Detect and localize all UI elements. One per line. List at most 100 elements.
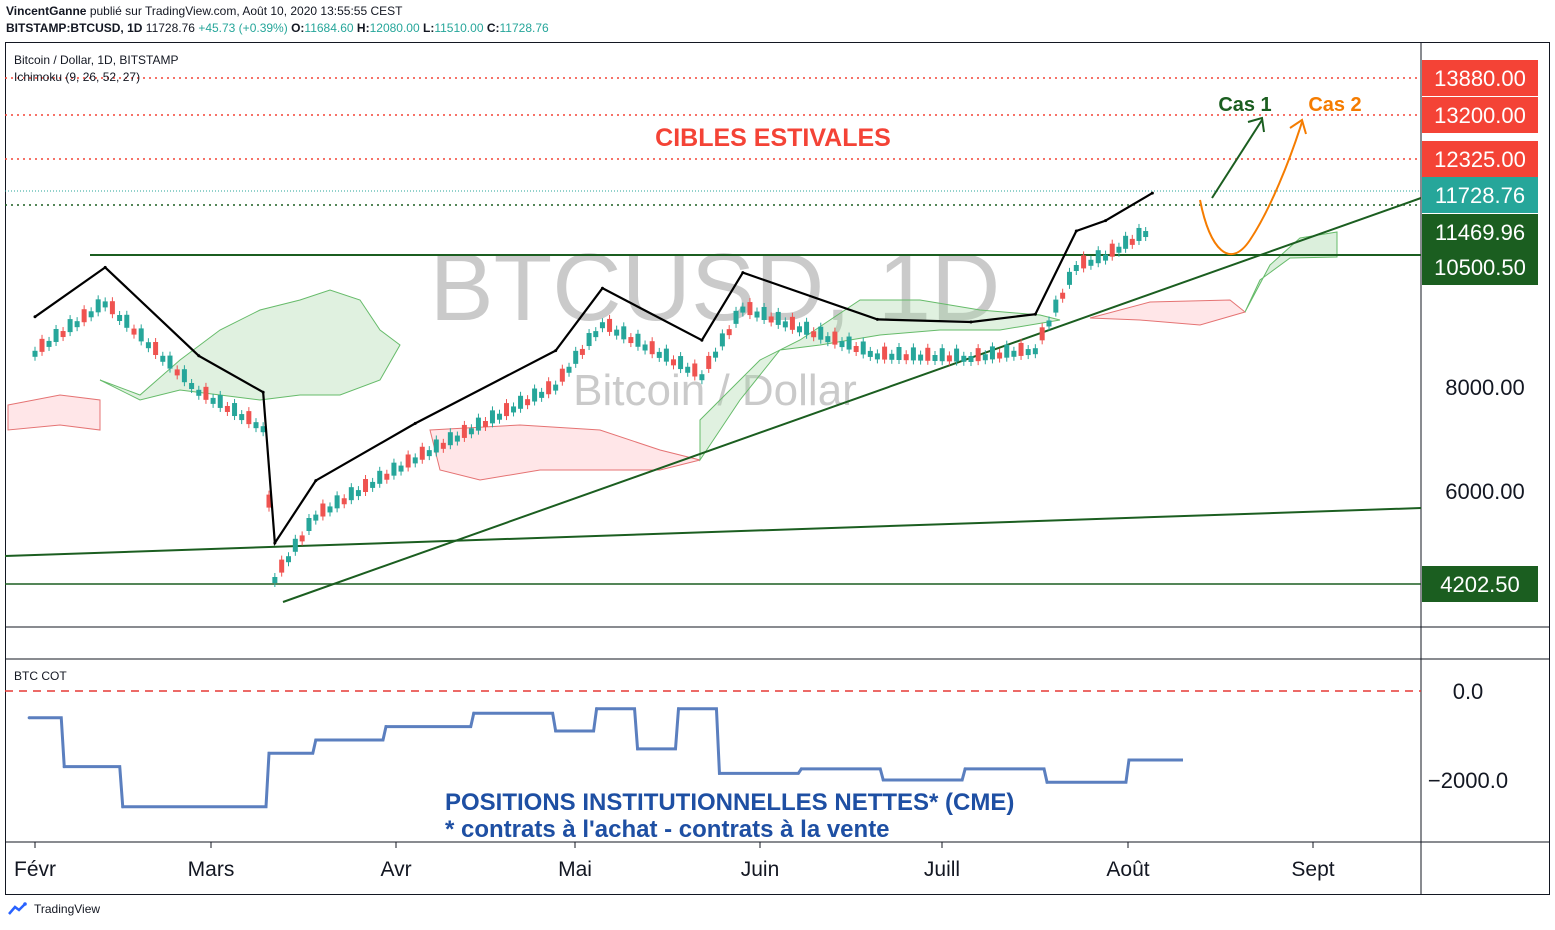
candle-body (124, 314, 130, 328)
candle-body (559, 368, 565, 382)
price-label-box[interactable] (1422, 249, 1538, 285)
candle-body (454, 435, 460, 442)
candle-body (678, 356, 684, 370)
candle-body (482, 421, 488, 427)
candle-body (939, 348, 945, 362)
candle-body (189, 383, 195, 389)
candle-body (313, 514, 319, 521)
price-label: 11728.76 (1435, 183, 1525, 208)
cot-legend[interactable]: BTC COT (14, 669, 67, 683)
price-point (413, 421, 417, 425)
candle-body (167, 355, 173, 369)
cot-point (595, 707, 599, 711)
candle-body (32, 350, 38, 357)
tradingview-logo-icon (8, 902, 27, 915)
candle-body (412, 457, 418, 464)
case2-arrow-head (1289, 118, 1307, 135)
candle-body (566, 366, 572, 373)
series-legend[interactable]: Bitcoin / Dollar, 1D, BITSTAMP (14, 53, 179, 67)
price-label-box[interactable] (1422, 97, 1538, 133)
candle-body (239, 414, 245, 421)
candle-body (102, 301, 108, 308)
candle-body (910, 347, 916, 361)
price-label-box[interactable] (1422, 177, 1538, 213)
candle-body (539, 391, 545, 398)
candle-body (954, 348, 960, 362)
publish-header: VincentGanne publié sur TradingView.com,… (6, 4, 402, 18)
cot-point (267, 751, 271, 755)
price-label-box[interactable] (1422, 214, 1538, 250)
candle-body (334, 495, 340, 509)
candle-body (874, 353, 880, 360)
price-label: 4202.50 (1440, 572, 1520, 597)
candle-body (579, 348, 585, 355)
price-series-points (33, 191, 1154, 545)
ichimoku-cloud-bull-3 (1244, 231, 1338, 313)
price-axis: 8000.00 6000.00 13880.00 13200.00 12325.00 11… (1422, 60, 1538, 602)
candle-body (1103, 254, 1109, 261)
price-point (741, 271, 745, 275)
publish-info: publié sur TradingView.com, Août 10, 202… (89, 4, 403, 18)
candle-body (217, 394, 223, 408)
candle-body (320, 503, 326, 517)
candle-body (272, 577, 278, 583)
price-point (1033, 312, 1037, 316)
price-point (314, 479, 318, 483)
cot-series-line (29, 707, 1183, 809)
candle-body (203, 386, 209, 400)
candle-body (925, 347, 931, 361)
candle-body (726, 329, 732, 336)
price-point (1074, 229, 1078, 233)
chart-frame (5, 42, 1550, 895)
cot-point (121, 805, 125, 809)
candle-body (327, 506, 333, 513)
cot-point (314, 738, 318, 742)
candle-body (174, 369, 180, 376)
tradingview-footer[interactable]: TradingView (8, 902, 100, 916)
candle-body (1129, 238, 1135, 245)
candle-body (546, 381, 552, 395)
candle-body (1081, 255, 1087, 269)
candle-body (867, 350, 873, 357)
author-name[interactable]: VincentGanne (6, 4, 87, 18)
candle-body (511, 406, 517, 413)
candle-body (706, 355, 712, 369)
price-label: 10500.50 (1434, 255, 1526, 280)
candle-body (1011, 350, 1017, 357)
candle-body (153, 342, 159, 355)
candle-body (1060, 292, 1066, 299)
price-point (1104, 219, 1108, 223)
candle-body (181, 369, 187, 383)
candle-body (775, 311, 781, 325)
candle-body (306, 518, 312, 531)
candle-body (1032, 348, 1038, 355)
candle-body (145, 342, 151, 349)
candle-body (391, 462, 397, 476)
candle-body (670, 359, 676, 366)
candle-body (246, 411, 252, 425)
price-label-box[interactable] (1422, 141, 1538, 177)
candle-body (348, 487, 354, 501)
candle-body (853, 346, 859, 353)
candle-body (1088, 259, 1094, 266)
candle-body (433, 439, 439, 453)
time-axis-tick: Juin (741, 858, 780, 881)
candle-body (825, 336, 831, 343)
long-trendline[interactable] (4, 507, 1422, 557)
rising-trendline[interactable] (282, 197, 1422, 603)
candle-body (504, 403, 510, 417)
candle-body (789, 316, 795, 330)
candle-body (60, 331, 66, 338)
price-label-box[interactable] (1422, 566, 1538, 602)
candle-body (860, 341, 866, 355)
candle-body (832, 331, 838, 345)
candle-body (649, 341, 655, 355)
price-label-box[interactable] (1422, 60, 1538, 96)
candle-body (53, 328, 59, 342)
price-point (197, 354, 201, 358)
candle-body (532, 388, 538, 402)
candle-body (426, 450, 432, 457)
candle-body (635, 333, 641, 347)
indicator-legend[interactable]: Ichimoku (9, 26, 52, 27) (14, 70, 140, 84)
